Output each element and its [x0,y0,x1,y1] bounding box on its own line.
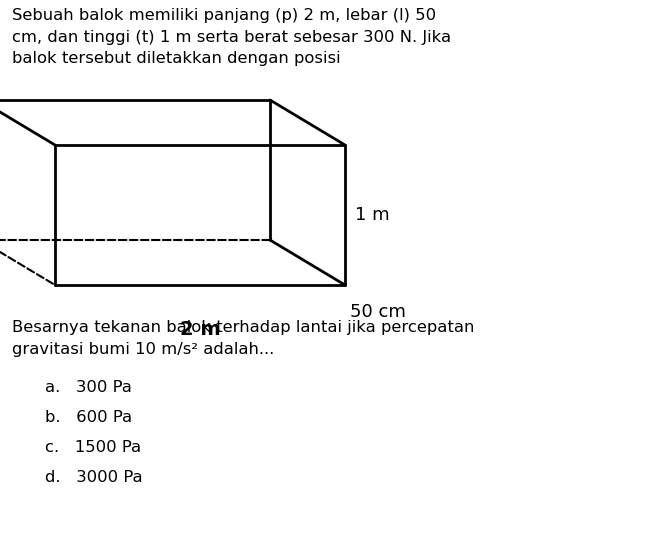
Text: d.   3000 Pa: d. 3000 Pa [45,470,143,485]
Text: 50 cm: 50 cm [350,303,406,321]
Text: 1 m: 1 m [355,206,390,224]
Text: b.   600 Pa: b. 600 Pa [45,410,132,425]
Text: c.   1500 Pa: c. 1500 Pa [45,440,141,455]
Text: Besarnya tekanan balok terhadap lantai jika percepatan
gravitasi bumi 10 m/s² ad: Besarnya tekanan balok terhadap lantai j… [12,320,474,357]
Text: a.   300 Pa: a. 300 Pa [45,380,132,395]
Text: 2 m: 2 m [180,320,220,339]
Text: Sebuah balok memiliki panjang (p) 2 m, lebar (l) 50
cm, dan tinggi (t) 1 m serta: Sebuah balok memiliki panjang (p) 2 m, l… [12,8,451,66]
